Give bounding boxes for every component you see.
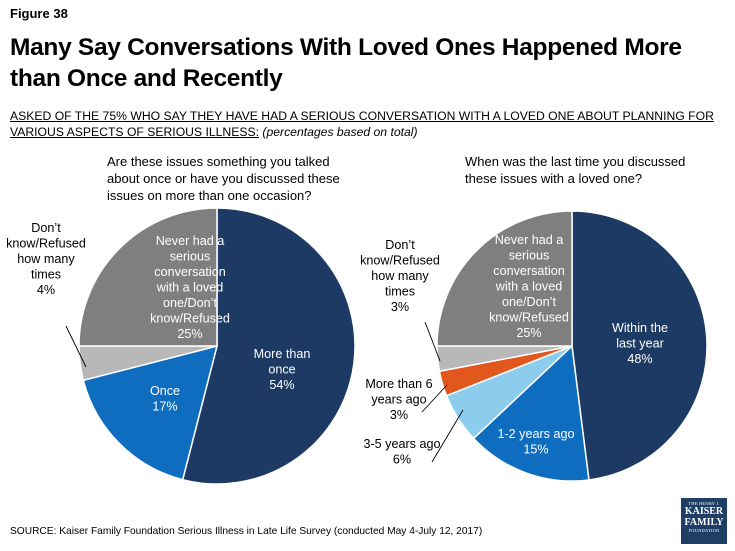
pie1-slice-once [82, 344, 219, 481]
chart-subtitle: ASKED OF THE 75% WHO SAY THEY HAVE HAD A… [10, 108, 725, 140]
pie2-slice-never-had [436, 210, 573, 347]
pie2-label-3-5-years: 3-5 years ago 6% [363, 437, 440, 467]
pie2-leader-dont-know-times [424, 321, 441, 362]
pie2-label-never-had: Never had a serious conversation with a lov… [489, 233, 569, 340]
pie2-leader-more-than-6 [421, 384, 448, 413]
pie-chart-1: More than once 54% Once 17% Don’t know/Refused… [6, 207, 356, 485]
logo-line-3: FAMILY [684, 517, 724, 528]
pie1-label-more-than-once: More than once 54% [254, 347, 311, 392]
chart-title: Many Say Conversations With Loved Ones H… [10, 34, 682, 92]
pie2-label-more-than-6: More than 6 years ago 3% [365, 377, 432, 422]
pie1-label-never-had: Never had a serious conversation with a lov… [150, 234, 230, 341]
pie-chart-2: Within the last year 48% 1-2 years ago 15% 3-… [360, 210, 708, 482]
subtitle-note: (percentages based on total) [262, 125, 418, 139]
pie1-leader-dont-know-times [65, 325, 87, 368]
pie2-leader-3-5-years [431, 409, 464, 463]
subtitle-main: ASKED OF THE 75% WHO SAY THEY HAVE HAD A… [10, 109, 714, 139]
pie2-label-within-last-year: Within the last year 48% [612, 321, 668, 366]
pie2-slice-1-2-years [472, 344, 590, 482]
pie2-label-dont-know-times: Don’t know/Refused how many times 3% [360, 238, 440, 314]
source-note: SOURCE: Kaiser Family Foundation Serious… [10, 526, 483, 537]
pie1-label-dont-know-times: Don’t know/Refused how many times 4% [6, 221, 86, 297]
pie2-question: When was the last time you discussed the… [465, 154, 686, 186]
pie1-slice-never-had [78, 207, 218, 347]
pie1-slice-more-than-once [181, 207, 356, 485]
logo-line-2: KAISER [684, 506, 724, 517]
pie2-slice-within-last-year [571, 210, 708, 481]
figure-label: Figure 38 [10, 6, 68, 21]
logo-line-1: THE HENRY J. [688, 501, 720, 506]
pie2-label-1-2-years: 1-2 years ago 15% [497, 427, 574, 457]
kff-logo: THE HENRY J. KAISER FAMILY FOUNDATION [681, 498, 727, 544]
logo-line-4: FOUNDATION [688, 528, 720, 533]
pie1-question: Are these issues something you talked ab… [107, 154, 340, 203]
pie1-label-once: Once 17% [150, 384, 180, 414]
